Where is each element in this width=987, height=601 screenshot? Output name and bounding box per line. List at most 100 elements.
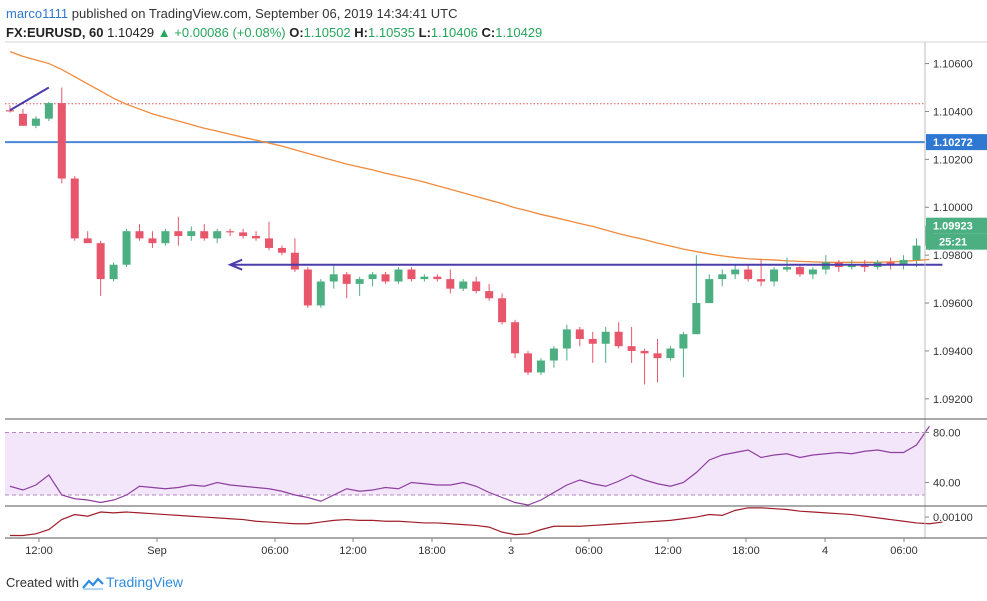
time-tick-label: 06:00 <box>575 545 603 557</box>
candle-body <box>18 113 27 126</box>
candle-body <box>549 348 558 361</box>
created-with-text: Created with <box>6 575 79 590</box>
close-value: 1.10429 <box>495 25 543 40</box>
candle-body <box>692 303 701 335</box>
candle-body <box>265 238 273 248</box>
footer: Created with TradingView <box>6 574 183 590</box>
rsi-tick-label: 80.00 <box>933 428 961 440</box>
candle-body <box>303 269 312 306</box>
candle-body <box>135 231 144 239</box>
candle-body <box>795 267 804 275</box>
candle-body <box>96 243 105 280</box>
candle-body <box>368 274 377 280</box>
candle-body <box>420 276 429 280</box>
time-tick-label: 4 <box>822 545 828 557</box>
price-tick-label: 1.09600 <box>933 298 973 310</box>
low-key: L: <box>418 25 431 40</box>
tradingview-brand[interactable]: TradingView <box>105 574 184 590</box>
price-tick-label: 1.10600 <box>933 59 973 71</box>
countdown-label: 25:21 <box>939 237 967 249</box>
candle-body <box>783 267 791 270</box>
open-key: O: <box>289 25 304 40</box>
candle-body <box>718 274 727 280</box>
candle-body <box>886 262 895 265</box>
arrow-head <box>227 258 243 271</box>
candle-body <box>912 245 921 260</box>
chart-header: marco1111 published on TradingView.com, … <box>6 4 542 42</box>
candle-body <box>575 329 584 339</box>
macd-line <box>10 507 943 537</box>
macd-tick-label: 0.00100 <box>933 512 973 524</box>
countdown-tag <box>926 233 987 250</box>
candle-body <box>342 274 351 284</box>
time-tick-label: 12:00 <box>339 545 367 557</box>
candle-body <box>524 353 532 373</box>
time-tick-label: 12:00 <box>25 545 53 557</box>
symbol-line: FX:EURUSD, 60 1.10429 ▲ +0.00086 (+0.08%… <box>6 23 542 42</box>
candle-body <box>627 346 636 351</box>
high-value: 1.10535 <box>368 25 416 40</box>
up-triangle-icon: ▲ <box>157 25 171 40</box>
symbol-label[interactable]: FX:EURUSD, 60 <box>6 25 104 40</box>
price-pane[interactable] <box>5 50 943 385</box>
level-price-tag <box>926 134 987 151</box>
high-key: H: <box>354 25 369 40</box>
candle-body <box>899 259 908 265</box>
macd-pane[interactable] <box>10 507 943 537</box>
candle-body <box>498 298 507 323</box>
candle-body <box>459 281 468 289</box>
candle-body <box>640 350 649 354</box>
candle-body <box>744 269 753 280</box>
time-tick-label: Sep <box>147 545 167 557</box>
candle-body <box>239 232 248 236</box>
candle-body <box>355 279 364 284</box>
candle-body <box>757 279 766 282</box>
author-name[interactable]: marco1111 <box>6 6 69 21</box>
candle-body <box>213 231 222 239</box>
candle-body <box>407 269 416 280</box>
candle-body <box>290 252 299 270</box>
candle-body <box>57 103 66 179</box>
candle-body <box>226 231 235 233</box>
candle-body <box>614 331 623 347</box>
candle-body <box>161 231 170 244</box>
candle-body <box>329 274 338 282</box>
published-text: published on TradingView.com, September … <box>71 6 458 21</box>
price-tick-label: 1.10400 <box>933 106 973 118</box>
candle-body <box>277 247 286 253</box>
last-price-tag <box>926 217 987 234</box>
price-tick-label: 1.10000 <box>933 202 973 214</box>
candle-body <box>44 103 53 119</box>
candle-body <box>31 118 40 126</box>
time-tick-label: 12:00 <box>654 545 682 557</box>
candle-body <box>588 338 597 344</box>
candle-body <box>148 238 157 244</box>
price-tick-label: 1.09400 <box>933 346 973 358</box>
time-tick-label: 18:00 <box>732 545 760 557</box>
candle-body <box>122 231 131 265</box>
last-price: 1.10429 <box>107 25 155 40</box>
candle-body <box>446 279 455 289</box>
candle-body <box>252 235 261 239</box>
publish-line: marco1111 published on TradingView.com, … <box>6 4 542 23</box>
price-tick-label: 1.09800 <box>933 250 973 262</box>
price-tick-label: 1.10200 <box>933 154 973 166</box>
tradingview-logo-icon <box>82 577 104 590</box>
candle-body <box>6 110 14 112</box>
candle-body <box>174 231 183 236</box>
candle-body <box>394 269 403 282</box>
rsi-pane[interactable] <box>5 425 930 506</box>
candle-body <box>70 178 79 239</box>
candle-body <box>83 238 92 244</box>
candle-body <box>821 262 830 270</box>
time-tick-label: 3 <box>508 545 514 557</box>
time-tick-label: 18:00 <box>418 545 446 557</box>
candle-body <box>511 322 520 354</box>
candle-body <box>187 231 196 236</box>
candle-body <box>109 264 118 280</box>
rsi-tick-label: 40.00 <box>933 478 961 490</box>
candle-body <box>485 291 494 299</box>
candle-body <box>653 353 662 359</box>
candle-body <box>316 281 325 306</box>
